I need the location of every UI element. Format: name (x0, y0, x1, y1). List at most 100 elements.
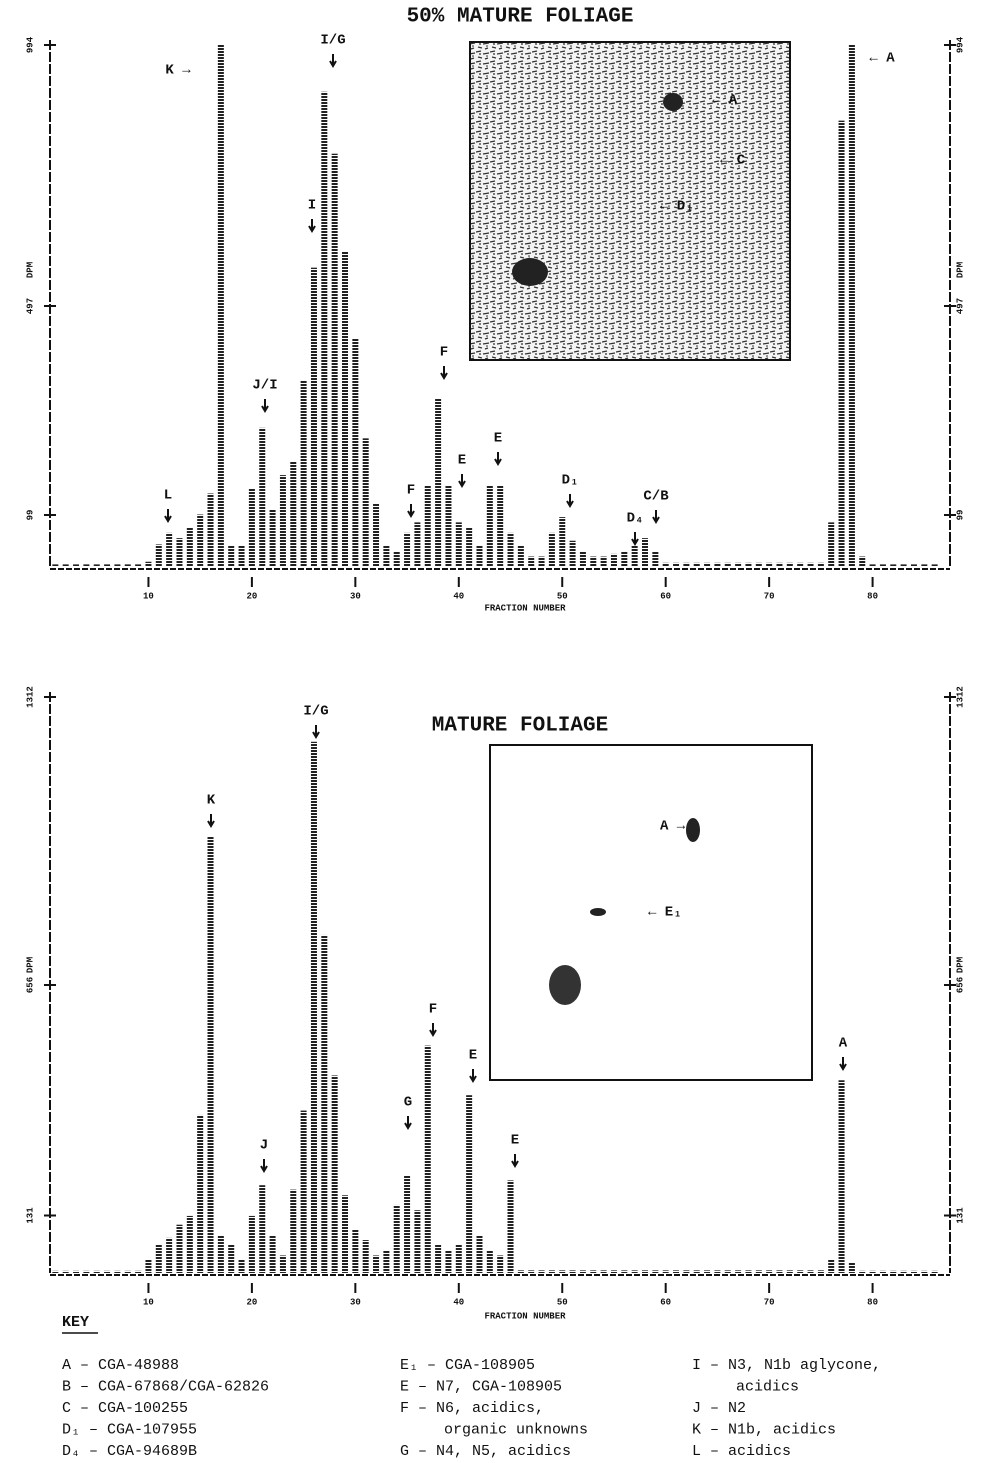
bar (548, 532, 555, 567)
bar (290, 461, 297, 567)
x-tick-label: 80 (867, 591, 878, 601)
peak-label: E (494, 431, 502, 447)
bar (445, 485, 452, 567)
bar (724, 562, 731, 567)
bar (662, 562, 669, 567)
key-entry: I – N3, N1b aglycone, (692, 1357, 881, 1374)
bar (900, 564, 907, 567)
key-entry: D₁ – CGA-107955 (62, 1421, 197, 1438)
bar (631, 1270, 638, 1273)
bar (817, 1270, 824, 1273)
bar (476, 1235, 483, 1273)
bar (786, 1270, 793, 1273)
bar (610, 1270, 617, 1273)
bar (362, 1240, 369, 1273)
peak-label: E (458, 453, 466, 469)
spot (590, 908, 606, 916)
x-tick-label: 70 (764, 591, 775, 601)
bar (724, 1270, 731, 1273)
bar (373, 1255, 380, 1273)
key-entry: G – N4, N5, acidics (400, 1443, 571, 1460)
arrow (308, 219, 316, 233)
bar (735, 562, 742, 567)
peak-label: ← A (869, 51, 895, 67)
bar (383, 1250, 390, 1273)
bar (186, 527, 193, 567)
bar (704, 1270, 711, 1273)
bar (269, 1235, 276, 1273)
bar (931, 564, 938, 567)
bar (104, 564, 111, 567)
spot (663, 93, 683, 111)
bar (600, 1270, 607, 1273)
bar (466, 527, 473, 567)
bar (766, 1270, 773, 1273)
arrow (261, 399, 269, 413)
peak-label: D₁ (562, 473, 579, 489)
y-tick-label: 1312 (25, 686, 35, 708)
bar (331, 153, 338, 567)
bar (517, 1270, 524, 1273)
bar (217, 45, 224, 567)
bar (869, 564, 876, 567)
bar (466, 1095, 473, 1273)
arrow (440, 366, 448, 380)
bar (248, 1215, 255, 1273)
peak-label: E (469, 1048, 477, 1064)
bar (890, 1270, 897, 1273)
bar (73, 1270, 80, 1273)
bar (238, 545, 245, 567)
key-entry: B – CGA-67868/CGA-62826 (62, 1378, 269, 1395)
bar (797, 1270, 804, 1273)
bar (373, 503, 380, 567)
bar (83, 1270, 90, 1273)
bar (321, 91, 328, 567)
bar (714, 1270, 721, 1273)
bar (776, 1270, 783, 1273)
arrow (631, 532, 639, 546)
bar (383, 545, 390, 567)
bar (166, 1237, 173, 1273)
peak-label: D₄ (627, 511, 644, 527)
bar (755, 562, 762, 567)
peak-label: I (308, 198, 316, 214)
bar (362, 438, 369, 567)
x-tick-label: 40 (453, 591, 464, 601)
bar (859, 556, 866, 567)
bar (145, 561, 152, 567)
bar (838, 120, 845, 567)
bar (259, 1185, 266, 1273)
bar (414, 1210, 421, 1273)
bar (848, 45, 855, 567)
bar (186, 1215, 193, 1273)
spot (512, 258, 548, 286)
y-tick-label: 656 (25, 977, 35, 993)
arrow (469, 1069, 477, 1083)
bar (879, 1270, 886, 1273)
peak-label: K → (165, 63, 191, 79)
bar (279, 475, 286, 567)
arrow (164, 509, 172, 523)
arrow (839, 1057, 847, 1071)
peak-label: E (511, 1133, 519, 1149)
bar (766, 562, 773, 567)
x-tick-label: 60 (660, 591, 671, 601)
x-tick-label: 80 (867, 1297, 878, 1307)
bar (445, 1250, 452, 1273)
inset-image (489, 744, 813, 1081)
peak-label: I/G (303, 704, 328, 720)
bar (807, 1270, 814, 1273)
key-entry: J – N2 (692, 1400, 746, 1417)
bar (569, 1270, 576, 1273)
arrow (260, 1159, 268, 1173)
arrow (312, 725, 320, 739)
arrow (458, 474, 466, 488)
bar (342, 251, 348, 567)
bar (776, 562, 783, 567)
y-tick-label: 131 (955, 1207, 965, 1224)
y-tick-label: 99 (955, 510, 965, 521)
bar (269, 509, 276, 567)
y-tick-label: 994 (25, 36, 35, 53)
y-tick-label: 131 (25, 1207, 35, 1224)
bar (145, 1259, 152, 1273)
